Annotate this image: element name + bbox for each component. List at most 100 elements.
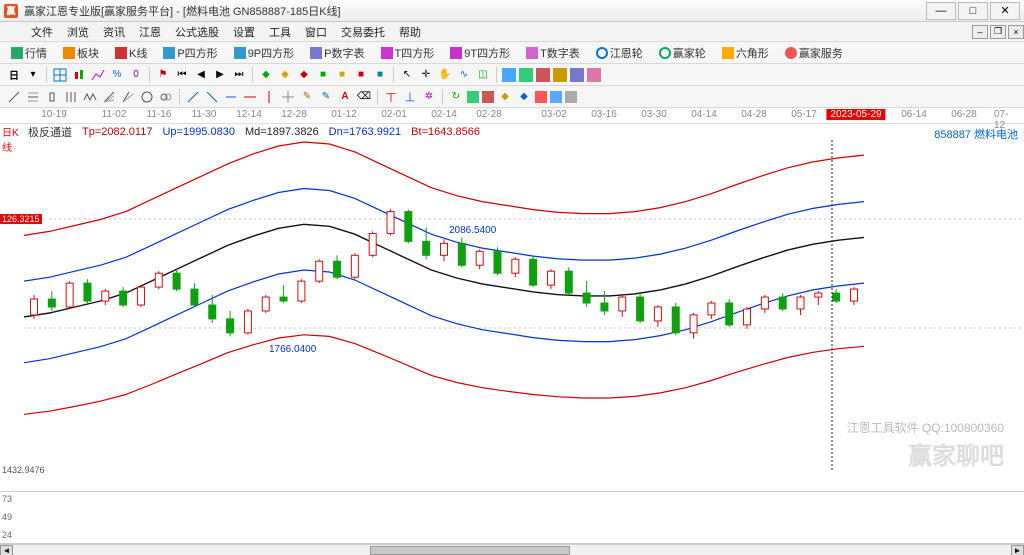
- draw-line-icon[interactable]: [185, 89, 201, 105]
- minimize-button[interactable]: —: [926, 2, 956, 20]
- layer1-icon[interactable]: 丅: [383, 89, 399, 105]
- prev-end-icon[interactable]: ⏮: [174, 67, 190, 83]
- tool-kline[interactable]: K线: [108, 43, 154, 63]
- square-red-icon[interactable]: ■: [353, 67, 369, 83]
- tool-winnerwheel[interactable]: 赢家轮: [652, 43, 713, 63]
- menu-tools[interactable]: 工具: [262, 24, 298, 40]
- grid-icon[interactable]: [52, 67, 68, 83]
- tool-sector[interactable]: 板块: [56, 43, 106, 63]
- scroll-right-icon[interactable]: ►: [1011, 545, 1024, 555]
- crosshair-icon[interactable]: ✛: [418, 67, 434, 83]
- menu-settings[interactable]: 设置: [226, 24, 262, 40]
- marker1-icon[interactable]: [467, 91, 479, 103]
- tool-psquare[interactable]: P四方形: [156, 43, 224, 63]
- dropdown-icon[interactable]: ▾: [25, 67, 41, 83]
- marker6-icon[interactable]: [550, 91, 562, 103]
- hand-icon[interactable]: ✋: [437, 67, 453, 83]
- box3-icon[interactable]: [536, 68, 550, 82]
- menu-gann[interactable]: 江恩: [132, 24, 168, 40]
- draw-cycle-icon[interactable]: [139, 89, 155, 105]
- diamond-red-icon[interactable]: ◆: [296, 67, 312, 83]
- layer2-icon[interactable]: 丄: [402, 89, 418, 105]
- tool-tnumtable[interactable]: T数字表: [519, 43, 587, 63]
- marker7-icon[interactable]: [565, 91, 577, 103]
- percent-icon[interactable]: %: [109, 67, 125, 83]
- maximize-button[interactable]: □: [958, 2, 988, 20]
- menu-formula[interactable]: 公式选股: [168, 24, 226, 40]
- refresh-icon[interactable]: ↻: [448, 89, 464, 105]
- close-button[interactable]: ✕: [990, 2, 1020, 20]
- cursor-icon[interactable]: ↖: [399, 67, 415, 83]
- eraser-icon[interactable]: ⌫: [356, 89, 372, 105]
- bt-value: Bt=1643.8566: [411, 126, 480, 138]
- draw-fan2-icon[interactable]: [120, 89, 136, 105]
- candle-icon[interactable]: [71, 67, 87, 83]
- date-tick: 2023-05-29: [826, 109, 885, 120]
- box1-icon[interactable]: [502, 68, 516, 82]
- draw-vline-icon[interactable]: [261, 89, 277, 105]
- draw-hline-icon[interactable]: [242, 89, 258, 105]
- next-end-icon[interactable]: ⏭: [231, 67, 247, 83]
- star-icon[interactable]: ✲: [421, 89, 437, 105]
- main-chart[interactable]: 日K线 126.3215 2086.54001766.0400 1432.947…: [0, 140, 1024, 492]
- draw-a-icon[interactable]: [6, 89, 22, 105]
- square-green-icon[interactable]: ■: [315, 67, 331, 83]
- h-scrollbar[interactable]: ◄ ►: [0, 544, 1024, 555]
- draw-line3-icon[interactable]: [223, 89, 239, 105]
- tool-service[interactable]: 赢家服务: [778, 43, 850, 63]
- draw-b-icon[interactable]: [25, 89, 41, 105]
- square-yellow-icon[interactable]: ■: [334, 67, 350, 83]
- tool-quotes[interactable]: 行情: [4, 43, 54, 63]
- diamond-green-icon[interactable]: ◆: [258, 67, 274, 83]
- menu-trade[interactable]: 交易委托: [334, 24, 392, 40]
- flag-icon[interactable]: ⚑: [155, 67, 171, 83]
- draw-candle-icon[interactable]: [44, 89, 60, 105]
- square-teal-icon[interactable]: ■: [372, 67, 388, 83]
- box6-icon[interactable]: [587, 68, 601, 82]
- box5-icon[interactable]: [570, 68, 584, 82]
- scroll-thumb[interactable]: [370, 546, 570, 555]
- overlay-icon[interactable]: ◫: [475, 67, 491, 83]
- mdi-close-button[interactable]: ×: [1008, 25, 1024, 39]
- menu-help[interactable]: 帮助: [392, 24, 428, 40]
- menu-info[interactable]: 资讯: [96, 24, 132, 40]
- tool-hexagon[interactable]: 六角形: [715, 43, 776, 63]
- wave-icon[interactable]: ∿: [456, 67, 472, 83]
- sub-chart[interactable]: 73 49 24: [0, 492, 1024, 544]
- diamond-yellow-icon[interactable]: ◆: [277, 67, 293, 83]
- prev-icon[interactable]: ◀: [193, 67, 209, 83]
- draw-pen-icon[interactable]: ✎: [299, 89, 315, 105]
- marker4-icon[interactable]: ◆: [516, 89, 532, 105]
- zero-icon[interactable]: 0: [128, 67, 144, 83]
- draw-fan-icon[interactable]: [101, 89, 117, 105]
- menu-browse[interactable]: 浏览: [60, 24, 96, 40]
- box2-icon[interactable]: [519, 68, 533, 82]
- draw-cycle2-icon[interactable]: [158, 89, 174, 105]
- marker2-icon[interactable]: [482, 91, 494, 103]
- box4-icon[interactable]: [553, 68, 567, 82]
- draw-wave-icon[interactable]: [82, 89, 98, 105]
- date-tick: 11-16: [147, 109, 172, 120]
- next-icon[interactable]: ▶: [212, 67, 228, 83]
- tool-9tsquare[interactable]: 9T四方形: [443, 43, 517, 63]
- chart-icon[interactable]: [90, 67, 106, 83]
- mdi-min-button[interactable]: –: [972, 25, 988, 39]
- tool-9psquare[interactable]: 9P四方形: [227, 43, 301, 63]
- draw-text-icon[interactable]: A: [337, 89, 353, 105]
- draw-bars-icon[interactable]: [63, 89, 79, 105]
- tool-pnumtable[interactable]: P数字表: [303, 43, 371, 63]
- period-day-button[interactable]: 日: [6, 67, 22, 83]
- mdi-restore-button[interactable]: ❐: [990, 25, 1006, 39]
- marker3-icon[interactable]: ◆: [497, 89, 513, 105]
- left-tab-label: 日K线: [2, 124, 26, 138]
- tool-gannwheel[interactable]: 江恩轮: [589, 43, 650, 63]
- menu-window[interactable]: 窗口: [298, 24, 334, 40]
- draw-pen2-icon[interactable]: ✎: [318, 89, 334, 105]
- marker5-icon[interactable]: [535, 91, 547, 103]
- tool-tsquare[interactable]: T四方形: [374, 43, 442, 63]
- draw-line2-icon[interactable]: [204, 89, 220, 105]
- scroll-left-icon[interactable]: ◄: [0, 545, 13, 555]
- icon-toolbar-2: ✎ ✎ A ⌫ 丅 丄 ✲ ↻ ◆ ◆: [0, 86, 1024, 108]
- menu-file[interactable]: 文件: [24, 24, 60, 40]
- draw-cross-icon[interactable]: [280, 89, 296, 105]
